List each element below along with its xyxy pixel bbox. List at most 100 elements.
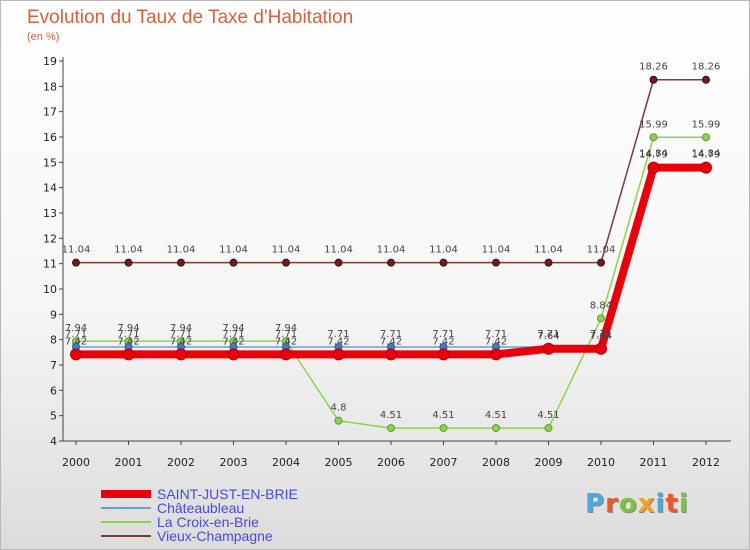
data-label: 18.26 — [692, 62, 721, 73]
data-label: 7.94 — [275, 323, 297, 334]
x-tick-label: 2005 — [325, 456, 353, 469]
y-tick-label: 12 — [43, 232, 57, 245]
data-label: 7.94 — [65, 323, 87, 334]
x-tick-label: 2002 — [167, 456, 195, 469]
data-point — [387, 258, 395, 267]
x-tick-label: 2006 — [377, 456, 405, 469]
y-tick-label: 13 — [43, 207, 57, 220]
logo-letter: o — [618, 489, 638, 519]
data-point — [124, 258, 133, 267]
data-label: 11.04 — [114, 245, 143, 256]
x-tick-label: 2003 — [220, 456, 248, 469]
y-tick-label: 8 — [50, 334, 57, 347]
logo-letter: P — [585, 489, 606, 519]
legend: SAINT-JUST-EN-BRIE Châteaubleau La Croix-e… — [101, 487, 298, 543]
data-point — [439, 258, 448, 267]
y-tick-label: 10 — [43, 283, 57, 296]
y-tick-label: 18 — [43, 80, 57, 93]
data-label: 7.71 — [65, 329, 87, 340]
y-tick-label: 11 — [43, 258, 57, 271]
data-label: 7.71 — [380, 329, 402, 340]
data-label: 4.8 — [331, 403, 347, 414]
legend-swatch — [101, 490, 151, 498]
data-label: 11.04 — [272, 245, 301, 256]
data-point — [385, 348, 397, 361]
data-point — [227, 348, 240, 361]
data-point — [492, 424, 500, 433]
data-point — [332, 348, 345, 361]
y-tick-label: 6 — [50, 384, 57, 397]
data-label: 11.04 — [219, 245, 248, 256]
data-point — [282, 258, 290, 267]
data-label: 7.71 — [117, 329, 139, 340]
data-point — [544, 424, 553, 433]
y-tick-label: 19 — [43, 55, 57, 68]
axes: 4 5 6 7 8 9 10 11 12 13 14 15 16 17 18 19 2000 2001 2002 20… — [43, 55, 731, 469]
legend-item: Vieux-Champagne — [101, 529, 298, 543]
data-label: 7.71 — [275, 329, 297, 340]
data-label: 11.04 — [587, 245, 616, 256]
data-point — [437, 348, 450, 361]
data-point — [649, 75, 658, 84]
data-label: 18.26 — [639, 62, 668, 73]
proxiti-logo: Proxiti — [585, 489, 689, 519]
data-label: 4.51 — [380, 410, 402, 421]
logo-letter: t — [665, 489, 679, 519]
data-point — [595, 342, 607, 355]
logo-letter: r — [605, 489, 619, 519]
data-label: 11.04 — [62, 245, 91, 256]
data-label: 14.84 — [692, 148, 721, 159]
data-label: 15.99 — [692, 119, 721, 130]
data-point — [439, 424, 448, 433]
data-label: 7.94 — [222, 323, 244, 334]
y-tick-label: 7 — [50, 359, 57, 372]
data-label: 14.79 — [692, 150, 721, 161]
y-tick-label: 14 — [43, 182, 57, 195]
legend-label: Vieux-Champagne — [157, 528, 273, 544]
x-tick-label: 2011 — [640, 456, 668, 469]
series-line-3 — [75, 78, 707, 264]
y-tick-label: 16 — [43, 131, 57, 144]
data-point — [597, 314, 605, 323]
x-tick-label: 2008 — [482, 456, 510, 469]
data-point — [334, 258, 343, 267]
x-tick-label: 2000 — [62, 456, 90, 469]
x-tick-label: 2010 — [587, 456, 615, 469]
legend-swatch — [101, 521, 151, 523]
data-point — [387, 424, 395, 433]
data-point — [597, 258, 605, 267]
data-label: 11.04 — [324, 245, 353, 256]
chart-title: Evolution du Taux de Taxe d'Habitation — [27, 7, 354, 28]
y-tick-label: 17 — [43, 106, 57, 119]
data-label: 7.42 — [65, 336, 87, 347]
y-tick-label: 9 — [50, 308, 57, 321]
data-label: 15.99 — [639, 119, 668, 130]
data-point — [542, 342, 555, 355]
data-point — [70, 348, 82, 361]
data-label: 7.71 — [485, 329, 507, 340]
data-label: 7.71 — [327, 329, 349, 340]
series-line-2 — [75, 136, 707, 429]
data-point — [647, 161, 660, 174]
legend-label: Châteaubleau — [157, 500, 245, 516]
data-point — [177, 258, 185, 267]
logo-letter: i — [655, 489, 666, 519]
data-label: 7.42 — [222, 336, 244, 347]
x-tick-label: 2012 — [692, 456, 720, 469]
data-label: 11.04 — [429, 245, 458, 256]
data-label: 7.71 — [537, 329, 559, 340]
y-tick-label: 15 — [43, 156, 57, 169]
data-label: 4.51 — [485, 410, 507, 421]
legend-swatch — [101, 507, 151, 509]
data-point — [702, 75, 710, 84]
logo-letter: x — [637, 489, 656, 519]
unit-label: (en %) — [27, 31, 60, 43]
data-point — [702, 133, 710, 142]
data-point — [280, 348, 292, 361]
data-label: 14.84 — [639, 148, 668, 159]
legend-swatch — [101, 535, 151, 537]
data-point — [490, 348, 502, 361]
data-point — [544, 258, 553, 267]
